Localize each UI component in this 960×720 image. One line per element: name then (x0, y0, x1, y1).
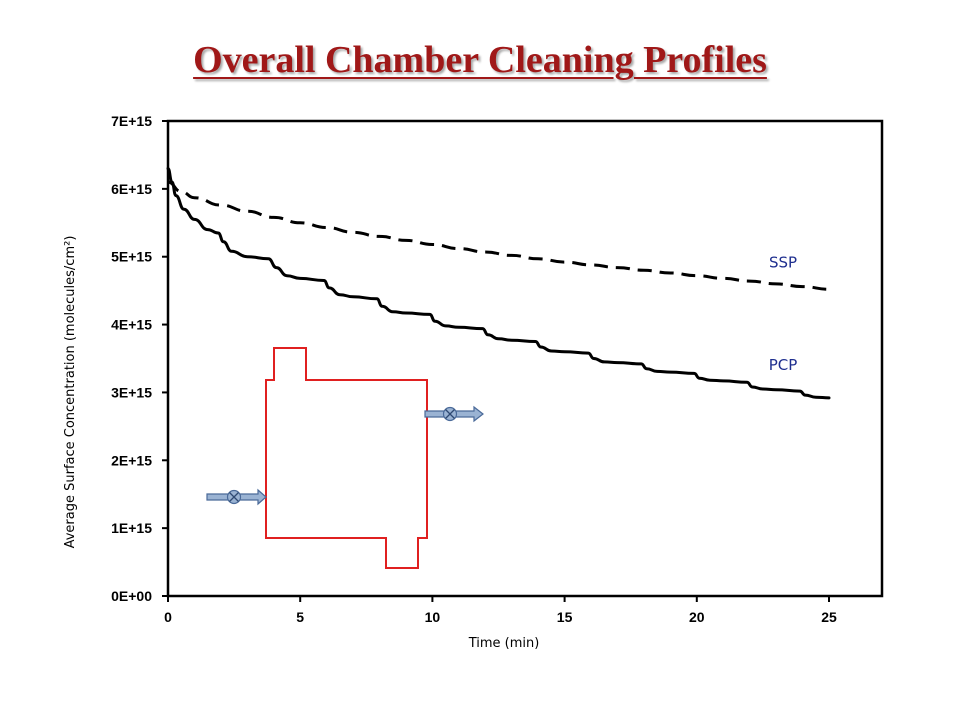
series-label-ssp: SSP (769, 253, 797, 271)
x-axis-title: Time (min) (468, 636, 540, 651)
y-tick-label: 1E+15 (111, 520, 152, 536)
x-axis-ticks: 0 5 10 15 20 25 (164, 596, 837, 625)
chamber-diagram (206, 347, 484, 569)
chamber-outline (265, 347, 428, 569)
series-line-ssp (167, 180, 830, 291)
series-layer (166, 167, 831, 400)
plot-frame (166, 119, 884, 598)
x-tick-label: 15 (557, 609, 573, 625)
x-tick-label: 25 (821, 609, 837, 625)
series-label-pcp: PCP (769, 356, 798, 374)
series-labels: SSP PCP (769, 253, 798, 374)
y-tick-label: 0E+00 (111, 588, 152, 604)
y-tick-label: 6E+15 (111, 181, 152, 197)
y-tick-label: 7E+15 (111, 113, 152, 129)
y-axis-title: Average Surface Concentration (molecules… (63, 236, 78, 549)
x-tick-label: 5 (296, 609, 304, 625)
x-tick-label: 20 (689, 609, 705, 625)
x-tick-label: 10 (425, 609, 441, 625)
page-title: Overall Chamber Cleaning Profiles (193, 39, 767, 81)
x-tick-label: 0 (164, 609, 172, 625)
y-tick-label: 3E+15 (111, 384, 152, 400)
y-tick-label: 4E+15 (111, 317, 152, 333)
y-tick-label: 2E+15 (111, 452, 152, 468)
y-axis-ticks: 0E+00 1E+15 2E+15 3E+15 4E+15 5E+15 6E+15 7E+15 (111, 113, 168, 604)
inlet-valve-arrow-icon (206, 488, 267, 506)
y-tick-label: 5E+15 (111, 249, 152, 265)
outlet-valve-arrow-icon (424, 405, 484, 423)
series-line-pcp (166, 167, 831, 400)
